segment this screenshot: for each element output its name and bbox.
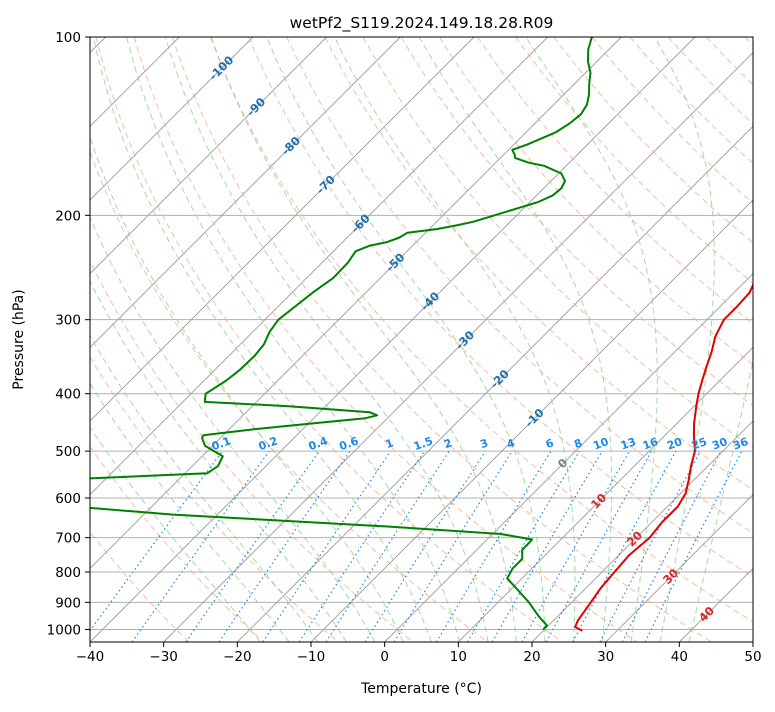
y-tick-label: 300 [55, 313, 81, 329]
x-tick-label: 40 [671, 649, 688, 665]
y-tick-label: 800 [55, 565, 81, 581]
x-tick-label: −40 [76, 649, 105, 665]
y-tick-label: 600 [55, 491, 81, 507]
x-tick-label: 30 [597, 649, 614, 665]
y-tick-label: 1000 [47, 622, 81, 638]
x-tick-label: 0 [380, 649, 389, 665]
y-tick-label: 100 [55, 30, 81, 46]
y-tick-label: 500 [55, 444, 81, 460]
x-axis-label: Temperature (°C) [360, 681, 482, 697]
x-tick-label: −30 [149, 649, 178, 665]
x-tick-label: 50 [744, 649, 761, 665]
y-tick-label: 200 [55, 208, 81, 224]
chart-title: wetPf2_S119.2024.149.18.28.R09 [290, 14, 554, 33]
y-tick-label: 400 [55, 387, 81, 403]
y-axis-label: Pressure (hPa) [11, 289, 27, 389]
y-tick-label: 900 [55, 595, 81, 611]
x-tick-label: −20 [223, 649, 252, 665]
x-tick-label: 10 [450, 649, 467, 665]
x-tick-label: −10 [297, 649, 326, 665]
x-tick-label: 20 [523, 649, 540, 665]
y-tick-label: 700 [55, 531, 81, 547]
